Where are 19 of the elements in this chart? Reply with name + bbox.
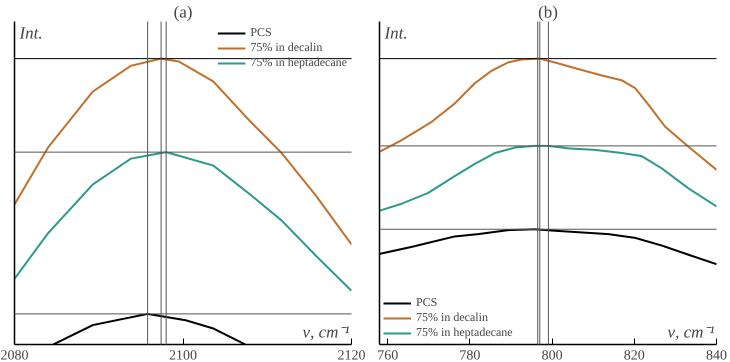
x-tick-label: 2080 (0, 348, 28, 362)
y-axis-title: Int. (18, 24, 43, 42)
legend-label: 75% in decalin (416, 310, 488, 325)
chart-title: (b) (538, 2, 558, 22)
x-axis-title: ν, cm⁻¹ (668, 322, 715, 342)
x-tick-label: 2100 (169, 348, 197, 362)
legend-label: 75% in decalin (250, 40, 322, 55)
x-tick-label: 840 (706, 348, 727, 362)
x-tick-label: 800 (542, 348, 563, 362)
x-tick-label: 780 (459, 348, 480, 362)
legend-label: PCS (416, 295, 438, 310)
x-tick-label: 820 (624, 348, 645, 362)
x-tick-label: 2120 (338, 348, 366, 362)
y-axis-title: Int. (384, 24, 408, 42)
x-tick-label: 760 (377, 348, 398, 362)
legend-label: PCS (250, 25, 272, 40)
chart-title: (a) (174, 2, 192, 22)
x-axis-title: ν, cm⁻¹ (302, 322, 350, 342)
legend-label: 75% in heptadecane (416, 325, 513, 340)
